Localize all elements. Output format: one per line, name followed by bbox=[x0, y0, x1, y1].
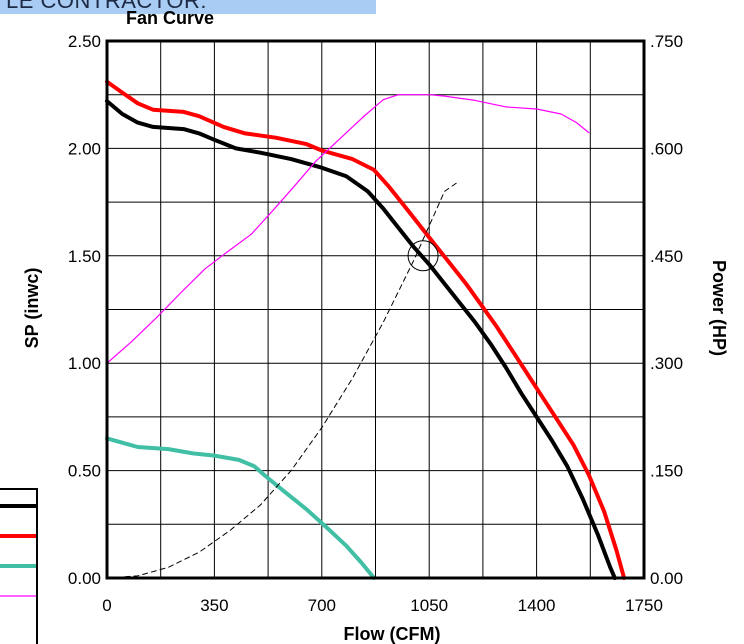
y-tick-label: 0.50 bbox=[68, 462, 101, 481]
legend-swatches bbox=[0, 504, 36, 597]
x-tick-label: 350 bbox=[200, 596, 228, 615]
system-curve-dashed bbox=[106, 182, 458, 579]
y2-tick-label: 0.00 bbox=[650, 569, 683, 588]
operating-point-marker bbox=[407, 240, 439, 272]
tick-labels: 0 350 700 1050 1400 1750 0.00 0.50 1.00 1.50 2.00 2… bbox=[68, 32, 683, 615]
series-layer bbox=[105, 79, 627, 580]
y-tick-label: 0.00 bbox=[68, 569, 101, 588]
y2-tick-label: .150 bbox=[650, 462, 683, 481]
x-tick-label: 0 bbox=[102, 596, 111, 615]
contractor-banner: LE CONTRACTOR: bbox=[0, 0, 376, 14]
y-tick-label: 2.00 bbox=[68, 139, 101, 158]
grid bbox=[107, 41, 644, 578]
y-tick-label: 1.50 bbox=[68, 247, 101, 266]
banner-text: LE CONTRACTOR: bbox=[6, 0, 207, 13]
y-axis-label: SP (inwc) bbox=[22, 268, 42, 349]
legend bbox=[0, 488, 38, 644]
power-curve-magenta bbox=[106, 94, 590, 364]
y2-tick-label: .300 bbox=[650, 354, 683, 373]
x-tick-label: 700 bbox=[308, 596, 336, 615]
x-axis-label: Flow (CFM) bbox=[344, 624, 441, 644]
chart-title: Fan Curve bbox=[126, 8, 214, 28]
x-tick-label: 1750 bbox=[625, 596, 663, 615]
plot-frame bbox=[105, 39, 646, 580]
fan-curve-teal bbox=[105, 436, 376, 580]
y-tick-label: 2.50 bbox=[68, 32, 101, 51]
x-tick-label: 1400 bbox=[518, 596, 556, 615]
y2-tick-label: .750 bbox=[650, 32, 683, 51]
y2-tick-label: .450 bbox=[650, 247, 683, 266]
y-tick-label: 1.00 bbox=[68, 354, 101, 373]
y2-axis-label: Power (HP) bbox=[709, 260, 729, 356]
fan-curve-red bbox=[105, 79, 627, 580]
y2-tick-label: .600 bbox=[650, 139, 683, 158]
x-tick-label: 1050 bbox=[410, 596, 448, 615]
fan-curve-black bbox=[105, 99, 617, 580]
